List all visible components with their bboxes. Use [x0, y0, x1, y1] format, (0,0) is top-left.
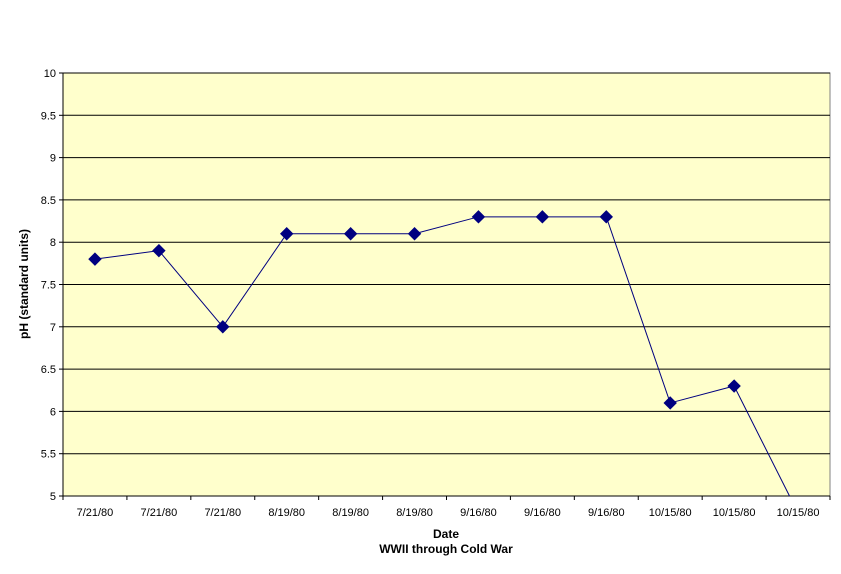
data-point — [663, 396, 677, 410]
data-point — [407, 227, 422, 241]
y-tick-label: 8.5 — [41, 195, 56, 207]
y-tick-label: 6 — [50, 406, 56, 418]
y-tick-label: 6.5 — [41, 364, 56, 376]
y-axis-title: pH (standard units) — [17, 229, 31, 339]
x-tick-label: 10/15/80 — [649, 507, 692, 519]
chart-subtitle: WWII through Cold War — [379, 542, 513, 556]
x-tick-label: 10/15/80 — [777, 507, 820, 519]
x-tick-label: 10/15/80 — [713, 507, 756, 519]
x-tick-label: 9/16/80 — [460, 507, 497, 519]
y-tick-label: 5 — [50, 491, 56, 503]
series-lines — [94, 216, 791, 496]
x-tick-label: 8/19/80 — [332, 507, 369, 519]
series-line — [94, 216, 791, 496]
series-markers — [88, 210, 741, 410]
x-tick-label: 8/19/80 — [268, 507, 305, 519]
y-tick-label: 7.5 — [41, 280, 56, 292]
x-tick-label: 7/21/80 — [204, 507, 241, 519]
y-tick-label: 9.5 — [41, 110, 56, 122]
x-axis: 7/21/80 7/21/80 7/21/80 8/19/80 8/19/80 8/19/… — [62, 495, 831, 519]
x-tick-label: 7/21/80 — [141, 507, 178, 519]
x-tick-label: 7/21/80 — [77, 507, 114, 519]
data-point — [216, 320, 230, 334]
y-tick-label: 8 — [50, 237, 56, 249]
x-axis-title: Date — [433, 527, 459, 541]
data-point — [535, 210, 550, 224]
x-tick-label: 9/16/80 — [588, 507, 625, 519]
x-tick-label: 8/19/80 — [396, 507, 433, 519]
data-point — [280, 227, 294, 241]
data-point — [471, 210, 486, 224]
y-tick-label: 7 — [50, 322, 56, 334]
data-point — [152, 243, 166, 258]
data-point — [599, 210, 613, 224]
y-tick-label: 5.5 — [41, 449, 56, 461]
y-tick-label: 10 — [44, 68, 56, 80]
data-point — [727, 379, 741, 393]
data-point — [88, 252, 102, 266]
y-tick-label: 9 — [50, 153, 56, 165]
x-tick-label: 9/16/80 — [524, 507, 561, 519]
y-axis: 5 5.5 6 6.5 7 7.5 8 8.5 9 9.5 10 — [41, 68, 64, 503]
data-point — [343, 227, 358, 241]
